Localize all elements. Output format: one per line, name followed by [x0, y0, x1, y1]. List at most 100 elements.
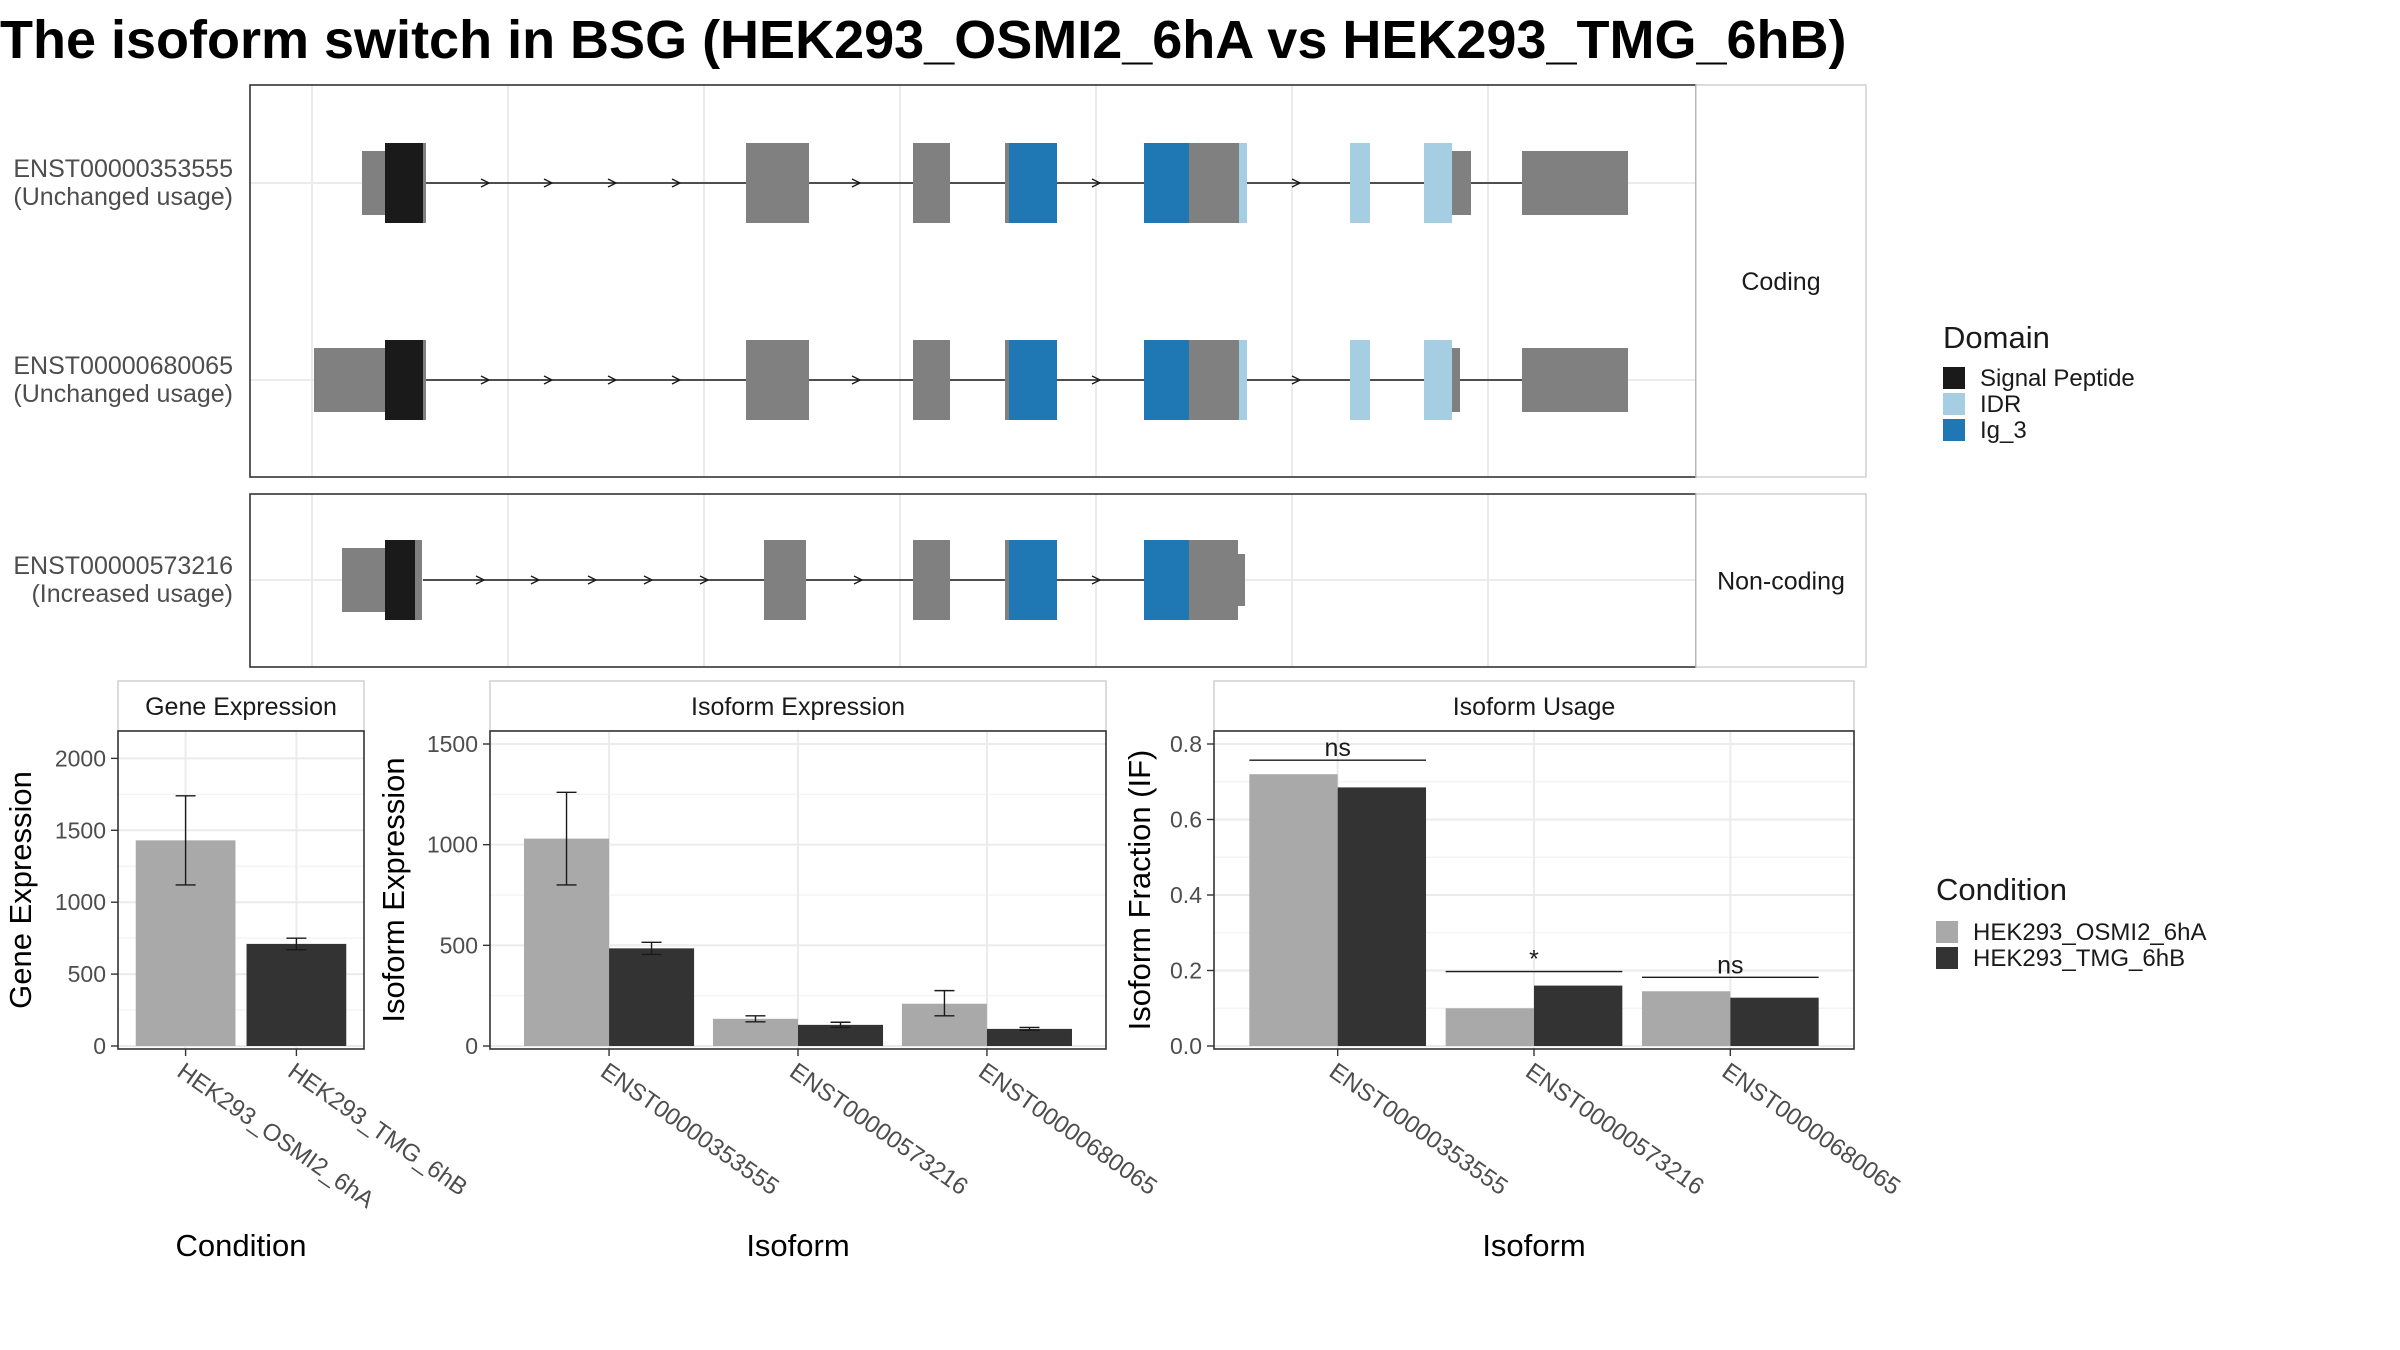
legend-key [1943, 419, 1965, 441]
strand-arrow [543, 178, 554, 188]
exon-block [913, 143, 950, 223]
y-axis-title: Isoform Expression [376, 757, 411, 1022]
x-axis-title: Isoform [1482, 1228, 1585, 1263]
strand-arrow [851, 178, 862, 188]
strand-arrow [1291, 178, 1302, 188]
legend-key [1943, 393, 1965, 415]
exon-block [423, 340, 426, 420]
y-tick-label: 1500 [427, 731, 478, 757]
x-tick-label: ENST00000680065 [1717, 1058, 1905, 1201]
strand-arrow [607, 375, 618, 385]
legend-label: Ig_3 [1980, 417, 2027, 444]
chart-title: Isoform Expression [691, 693, 905, 721]
x-tick-label: ENST00000573216 [785, 1058, 973, 1201]
legend-key [1936, 921, 1958, 943]
strand-arrow [1091, 575, 1102, 585]
legend-key [1936, 947, 1958, 969]
exon-block [913, 540, 950, 620]
exon-block [342, 548, 385, 612]
signal-peptide-domain [385, 340, 423, 420]
domain-legend-title: Domain [1943, 320, 2050, 355]
exon-block [746, 340, 809, 420]
exon-block [764, 540, 806, 620]
facet-strip [1695, 493, 1867, 668]
facet-label: Non-coding [1717, 568, 1845, 596]
transcript-structure-plot: CodingNon-codingENST00000353555(Unchange… [13, 84, 1867, 668]
strand-arrow [475, 575, 486, 585]
bar [1534, 985, 1623, 1046]
strand-arrow [851, 375, 862, 385]
strand-arrow [1291, 375, 1302, 385]
idr-domain [1350, 143, 1370, 223]
isoform-expression-chart: Isoform Expression 0 500 1000 1500 ENST000003… [376, 680, 1162, 1263]
y-tick-label: 0.4 [1170, 882, 1202, 908]
legend-label: IDR [1980, 391, 2021, 418]
y-tick-label: 0 [465, 1033, 478, 1059]
strand-arrow [1091, 375, 1102, 385]
y-tick-label: 0.8 [1170, 731, 1202, 757]
transcript-usage-label: (Unchanged usage) [13, 183, 233, 211]
transcript-id-label: ENST00000680065 [13, 352, 233, 380]
bar [986, 1028, 1072, 1046]
x-tick-label: ENST00000353555 [1324, 1058, 1512, 1201]
significance-label: ns [1717, 951, 1743, 979]
significance-label: ns [1324, 734, 1350, 762]
ig3-domain [1009, 143, 1057, 223]
exon-block [314, 348, 385, 412]
bar [609, 948, 695, 1046]
exon-block [1522, 348, 1628, 412]
exon-block [1189, 143, 1239, 223]
ig3-domain [1144, 540, 1189, 620]
y-tick-label: 2000 [55, 745, 106, 771]
strand-arrow [699, 575, 710, 585]
legend-key [1943, 367, 1965, 389]
chart-title: Gene Expression [145, 693, 337, 721]
exon-block [362, 151, 385, 215]
idr-domain [1350, 340, 1370, 420]
y-tick-label: 1500 [55, 817, 106, 843]
transcript-id-label: ENST00000573216 [13, 552, 233, 580]
y-axis-title: Isoform Fraction (IF) [1122, 750, 1157, 1031]
bar [1730, 997, 1819, 1046]
y-tick-label: 0.2 [1170, 958, 1202, 984]
bar [798, 1024, 884, 1046]
transcript-id-label: ENST00000353555 [13, 155, 233, 183]
x-axis-title: Condition [176, 1228, 307, 1263]
exon-block [1005, 143, 1009, 223]
y-tick-label: 0 [93, 1033, 106, 1059]
strand-arrow [587, 575, 598, 585]
strand-arrow [543, 375, 554, 385]
ig3-domain [1144, 143, 1189, 223]
exon-block [746, 143, 809, 223]
strand-arrow [607, 178, 618, 188]
y-axis-title: Gene Expression [3, 771, 38, 1009]
strand-arrow [1091, 178, 1102, 188]
chart-panel-border [117, 730, 365, 1050]
bar [1445, 1008, 1534, 1046]
transcript-usage-label: (Increased usage) [31, 580, 233, 608]
facet-strip [1695, 84, 1867, 478]
idr-domain [1424, 143, 1452, 223]
legend-label: HEK293_TMG_6hB [1973, 945, 2185, 972]
ig3-domain [1144, 340, 1189, 420]
x-tick-label: HEK293_TMG_6hB [283, 1058, 472, 1202]
signal-peptide-domain [385, 143, 423, 223]
x-tick-label: HEK293_OSMI2_6hA [172, 1058, 379, 1214]
idr-domain [1239, 143, 1247, 223]
chart-title-strip [117, 680, 365, 732]
exon-block [423, 143, 426, 223]
exon-block [1452, 151, 1471, 215]
bar [246, 943, 347, 1046]
x-axis-title: Isoform [746, 1228, 849, 1263]
exon-block [1189, 340, 1239, 420]
exon-block [1005, 340, 1009, 420]
chart-title-strip [1213, 680, 1855, 732]
strand-arrow [480, 375, 491, 385]
figure-title: The isoform switch in BSG (HEK293_OSMI2_… [0, 10, 1847, 70]
chart-title-strip [489, 680, 1107, 732]
x-tick-label: ENST00000573216 [1521, 1058, 1709, 1201]
y-tick-label: 0.0 [1170, 1033, 1202, 1059]
